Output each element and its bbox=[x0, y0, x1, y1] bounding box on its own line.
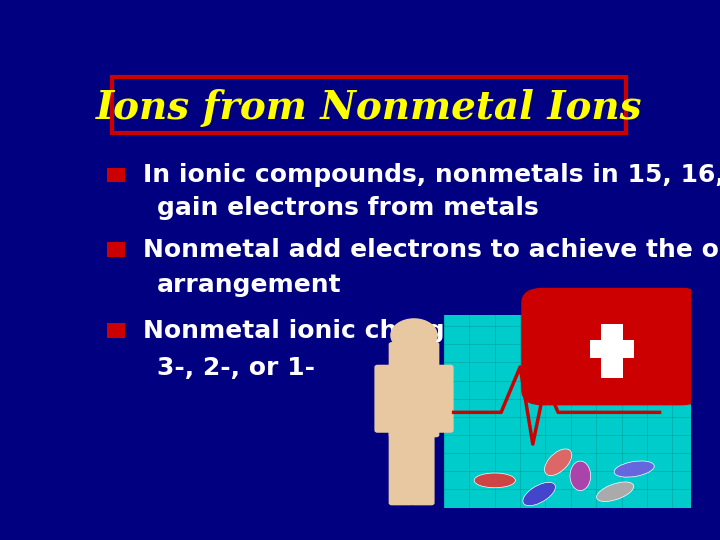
Text: In ionic compounds, nonmetals in 15, 16, and 17: In ionic compounds, nonmetals in 15, 16,… bbox=[143, 163, 720, 187]
Text: Nonmetal add electrons to achieve the octet: Nonmetal add electrons to achieve the oc… bbox=[143, 238, 720, 262]
Ellipse shape bbox=[523, 482, 555, 505]
Text: Nonmetal ionic charge:: Nonmetal ionic charge: bbox=[143, 319, 472, 343]
Circle shape bbox=[390, 318, 438, 352]
FancyBboxPatch shape bbox=[601, 324, 623, 379]
FancyBboxPatch shape bbox=[523, 290, 701, 403]
Text: 3-, 2-, or 1-: 3-, 2-, or 1- bbox=[157, 356, 315, 380]
FancyBboxPatch shape bbox=[107, 242, 125, 258]
FancyBboxPatch shape bbox=[112, 77, 626, 133]
FancyBboxPatch shape bbox=[389, 342, 439, 437]
Ellipse shape bbox=[544, 449, 572, 476]
FancyBboxPatch shape bbox=[590, 340, 634, 358]
FancyBboxPatch shape bbox=[107, 323, 125, 339]
FancyBboxPatch shape bbox=[389, 428, 413, 505]
Ellipse shape bbox=[597, 482, 634, 502]
FancyBboxPatch shape bbox=[410, 428, 435, 505]
FancyBboxPatch shape bbox=[444, 315, 691, 508]
Text: arrangement: arrangement bbox=[157, 273, 341, 297]
FancyBboxPatch shape bbox=[374, 364, 397, 433]
Ellipse shape bbox=[614, 461, 654, 477]
Text: Ions from Nonmetal Ions: Ions from Nonmetal Ions bbox=[96, 90, 642, 127]
FancyBboxPatch shape bbox=[431, 364, 454, 433]
FancyBboxPatch shape bbox=[107, 167, 125, 183]
Text: gain electrons from metals: gain electrons from metals bbox=[157, 196, 539, 220]
Ellipse shape bbox=[570, 461, 590, 490]
Ellipse shape bbox=[474, 473, 516, 488]
